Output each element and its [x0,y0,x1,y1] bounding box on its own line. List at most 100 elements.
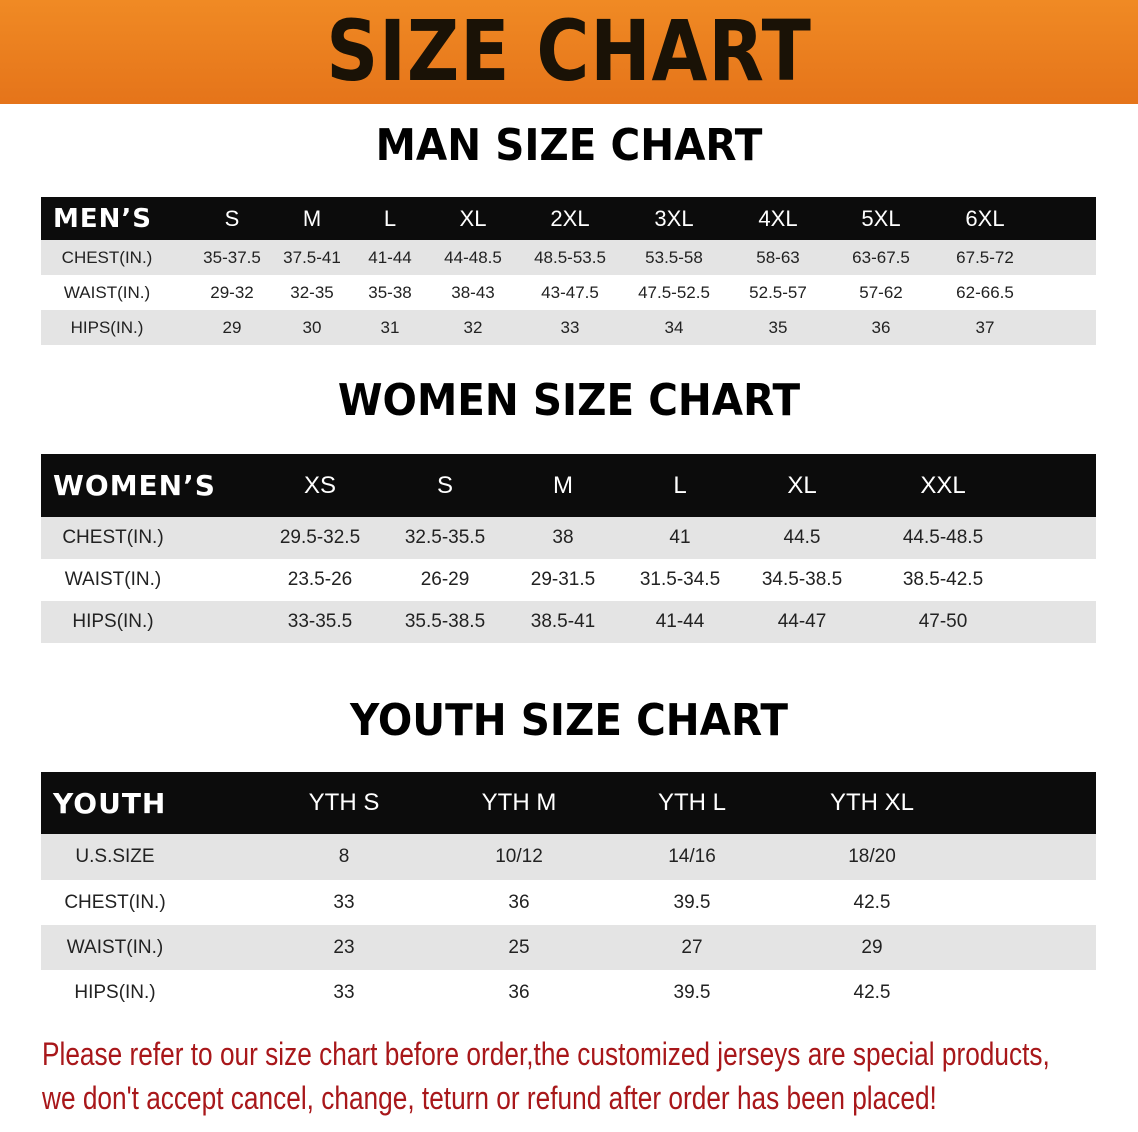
value-cell: 39.5 [673,891,711,913]
youth-table-row: U.S.SIZE 8 10/12 14/16 18/20 [41,834,1096,880]
value-cell: 29 [222,317,242,337]
value-cell: 62-66.5 [956,282,1014,302]
value-cell: 33 [333,981,355,1003]
men-table-row: HIPS(IN.) 29 30 31 32 33 34 35 36 37 [41,310,1096,345]
youth-table-row: CHEST(IN.) 33 36 39.5 42.5 [41,880,1096,925]
value-cell: 38.5-41 [530,611,596,632]
women-size-table: WOMEN’S XS S M L XL XXL CHEST(IN.) 29.5-32.5 32.5… [41,454,1096,643]
value-cell: 58-63 [756,247,800,267]
value-cell: 25 [508,936,530,958]
value-cell: 43-47.5 [541,282,599,302]
measure-label-cell: WAIST(IN.) [64,569,162,590]
value-cell: 38 [552,527,574,548]
value-cell: 31.5-34.5 [639,569,721,590]
size-header-cell: L [673,471,687,499]
value-cell: 41-44 [655,611,705,632]
women-table-row: CHEST(IN.) 29.5-32.5 32.5-35.5 38 41 44.5 44.5… [41,517,1096,559]
youth-table-row: HIPS(IN.) 33 36 39.5 42.5 [41,970,1096,1015]
men-size-table: MEN’S S M L XL 2XL 3XL 4XL 5XL 6XL CHEST(IN.) 35-37… [41,197,1096,345]
value-cell: 30 [302,317,322,337]
men-table-row: CHEST(IN.) 35-37.5 37.5-41 41-44 44-48.5 48.5… [41,240,1096,275]
measure-label-cell: CHEST(IN.) [64,891,166,913]
youth-table-row: WAIST(IN.) 23 25 27 29 [41,925,1096,970]
value-cell: 29.5-32.5 [279,527,361,548]
value-cell: 39.5 [673,981,711,1003]
value-cell: 37 [975,317,995,337]
value-cell: 35 [768,317,788,337]
value-cell: 14/16 [668,846,716,867]
measure-label-cell: HIPS(IN.) [70,317,144,337]
size-header-cell: XXL [920,471,966,499]
value-cell: 34.5-38.5 [761,569,843,590]
value-cell: 29-31.5 [530,569,596,590]
value-cell: 35-37.5 [203,247,261,267]
youth-header-row: YOUTH YTH S YTH M YTH L YTH XL [41,772,1096,834]
size-header-cell: L [383,205,397,231]
value-cell: 42.5 [853,981,891,1003]
value-cell: 57-62 [859,282,903,302]
value-cell: 44.5 [783,527,821,548]
value-cell: 38.5-42.5 [902,569,984,590]
value-cell: 32 [463,317,483,337]
value-cell: 33-35.5 [287,611,353,632]
value-cell: 38-43 [451,282,495,302]
women-section-title: WOMEN SIZE CHART [337,375,801,426]
table-title-cell: MEN’S [53,203,152,234]
value-cell: 35.5-38.5 [404,611,486,632]
measure-label-cell: CHEST(IN.) [61,247,153,267]
measure-label-cell: U.S.SIZE [75,846,155,867]
men-section-title: MAN SIZE CHART [375,120,763,171]
value-cell: 53.5-58 [645,247,703,267]
value-cell: 36 [508,891,530,913]
value-cell: 29-32 [210,282,254,302]
size-header-cell: 4XL [758,205,798,231]
size-header-cell: XL [459,205,487,231]
measure-label-cell: HIPS(IN.) [74,981,156,1003]
men-table-row: WAIST(IN.) 29-32 32-35 35-38 38-43 43-47.5 47.… [41,275,1096,310]
size-header-cell: 2XL [550,205,590,231]
size-header-cell: YTH XL [829,789,915,816]
value-cell: 42.5 [853,891,891,913]
size-header-cell: XS [303,471,337,499]
value-cell: 67.5-72 [956,247,1014,267]
size-header-cell: M [302,205,322,231]
value-cell: 10/12 [495,846,543,867]
value-cell: 18/20 [848,846,896,867]
value-cell: 48.5-53.5 [534,247,606,267]
value-cell: 63-67.5 [852,247,910,267]
value-cell: 44-48.5 [444,247,502,267]
size-header-cell: S [436,471,454,499]
value-cell: 23 [333,936,355,958]
value-cell: 41 [669,527,691,548]
measure-label-cell: HIPS(IN.) [72,611,154,632]
size-header-cell: YTH S [308,789,380,816]
note-line-1: Please refer to our size chart before or… [42,1036,1050,1072]
value-cell: 33 [560,317,580,337]
value-cell: 34 [664,317,684,337]
size-header-cell: 3XL [654,205,694,231]
value-cell: 52.5-57 [749,282,807,302]
measure-label-cell: CHEST(IN.) [62,527,164,548]
banner-title: SIZE CHART [326,2,812,100]
value-cell: 47-50 [918,611,968,632]
youth-section-title: YOUTH SIZE CHART [350,695,788,746]
youth-size-table: YOUTH YTH S YTH M YTH L YTH XL U.S.SIZE 8 10/12… [41,772,1096,1015]
note-line-2: we don't accept cancel, change, teturn o… [42,1080,937,1116]
women-table-row: HIPS(IN.) 33-35.5 35.5-38.5 38.5-41 41-44 44-… [41,601,1096,643]
value-cell: 32.5-35.5 [404,527,486,548]
size-header-cell: XL [787,471,817,499]
men-header-row: MEN’S S M L XL 2XL 3XL 4XL 5XL 6XL [41,197,1096,240]
size-header-cell: 6XL [965,205,1005,231]
size-header-cell: YTH L [657,789,727,816]
size-header-cell: YTH M [481,789,557,816]
value-cell: 26-29 [420,569,470,590]
value-cell: 33 [333,891,355,913]
size-header-cell: S [224,205,240,231]
size-header-cell: M [553,471,573,499]
women-table-row: WAIST(IN.) 23.5-26 26-29 29-31.5 31.5-34.5 34… [41,559,1096,601]
value-cell: 44-47 [777,611,827,632]
value-cell: 32-35 [290,282,334,302]
size-header-cell: 5XL [861,205,901,231]
value-cell: 47.5-52.5 [638,282,710,302]
banner: SIZE CHART [0,0,1138,104]
